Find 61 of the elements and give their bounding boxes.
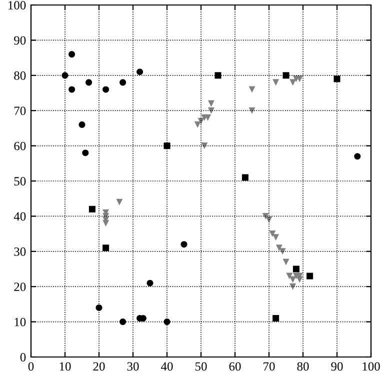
point: [306, 272, 314, 280]
point: [120, 79, 126, 86]
point: [282, 258, 290, 266]
point: [290, 79, 296, 86]
point: [102, 244, 110, 252]
point: [272, 315, 280, 322]
point: [204, 114, 212, 121]
x-tick-label: 20: [93, 362, 105, 371]
point: [88, 206, 96, 212]
point: [146, 280, 154, 286]
point: [102, 86, 110, 93]
point: [276, 244, 282, 252]
x-tick-label: 10: [60, 362, 71, 371]
x-tick-label: 90: [331, 362, 343, 371]
y-tick-label: 50: [14, 177, 26, 186]
point: [96, 304, 102, 311]
point: [242, 174, 248, 181]
point: [82, 150, 89, 156]
point: [272, 234, 280, 241]
point: [68, 51, 76, 58]
x-tick-label: 30: [127, 362, 139, 371]
point: [248, 107, 256, 114]
point: [296, 76, 303, 82]
y-tick-label: 80: [14, 71, 26, 80]
point: [290, 283, 296, 290]
point: [262, 212, 269, 220]
y-tick-label: 30: [14, 247, 26, 256]
point: [272, 79, 280, 86]
point: [214, 72, 222, 79]
point: [292, 266, 300, 272]
y-tick-label: 10: [14, 318, 26, 326]
y-tick-label: 100: [8, 1, 26, 10]
point: [334, 76, 340, 82]
point: [86, 79, 92, 86]
point: [279, 248, 286, 255]
point: [354, 153, 361, 160]
x-tick-label: 0: [28, 362, 34, 371]
x-tick-label: 50: [195, 362, 207, 371]
point: [282, 72, 290, 79]
y-tick-label: 20: [14, 282, 26, 292]
x-tick-label: 70: [264, 362, 275, 371]
point: [269, 230, 276, 238]
y-tick-label: 60: [14, 142, 26, 150]
x-tick-label: 40: [160, 362, 173, 371]
point: [201, 142, 208, 150]
point: [136, 68, 144, 76]
x-tick-label: 80: [297, 362, 309, 371]
point: [116, 198, 123, 206]
point: [208, 100, 214, 107]
point: [180, 241, 188, 248]
y-tick-label: 90: [14, 36, 26, 45]
x-tick-label: 100: [362, 362, 380, 371]
y-tick-label: 40: [14, 212, 26, 221]
point: [120, 318, 126, 326]
y-tick-label: 0: [20, 353, 26, 362]
point: [78, 121, 86, 128]
x-tick-label: 60: [229, 362, 241, 371]
y-tick-label: 70: [14, 106, 26, 116]
point: [164, 142, 170, 150]
point: [68, 86, 76, 93]
point: [248, 86, 256, 93]
